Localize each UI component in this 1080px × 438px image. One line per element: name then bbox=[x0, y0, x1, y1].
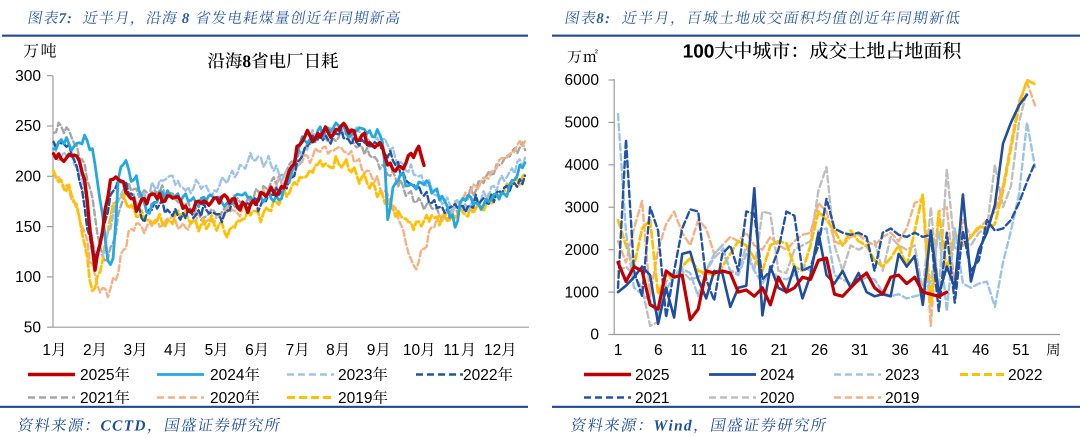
svg-text:3000: 3000 bbox=[565, 199, 600, 216]
svg-text:6000: 6000 bbox=[565, 72, 600, 89]
svg-text:2024: 2024 bbox=[210, 367, 245, 384]
svg-text:2022: 2022 bbox=[1008, 367, 1042, 384]
svg-text:46: 46 bbox=[972, 342, 989, 359]
svg-text:31: 31 bbox=[851, 342, 868, 359]
svg-text:10: 10 bbox=[403, 342, 421, 359]
svg-text:5000: 5000 bbox=[565, 115, 600, 132]
svg-text:150: 150 bbox=[15, 219, 41, 236]
svg-text:2024: 2024 bbox=[760, 367, 795, 384]
svg-text:200: 200 bbox=[15, 169, 41, 186]
svg-text:2020: 2020 bbox=[210, 390, 245, 407]
svg-text:5: 5 bbox=[205, 342, 214, 359]
svg-text:2019: 2019 bbox=[885, 390, 919, 407]
svg-text:1000: 1000 bbox=[565, 284, 600, 301]
svg-text:9: 9 bbox=[367, 342, 376, 359]
svg-text:4: 4 bbox=[164, 342, 173, 359]
svg-text:2021: 2021 bbox=[635, 390, 669, 407]
svg-text:2023: 2023 bbox=[885, 367, 919, 384]
svg-text:1: 1 bbox=[42, 342, 51, 359]
svg-text:2021: 2021 bbox=[80, 390, 114, 407]
svg-text:2020: 2020 bbox=[760, 390, 795, 407]
svg-text:2022: 2022 bbox=[463, 367, 497, 384]
svg-text:1: 1 bbox=[614, 342, 623, 359]
svg-text:6: 6 bbox=[245, 342, 254, 359]
svg-text:3: 3 bbox=[124, 342, 133, 359]
svg-text:100: 100 bbox=[15, 269, 41, 286]
svg-text:50: 50 bbox=[24, 319, 42, 336]
svg-text:7: 7 bbox=[286, 342, 295, 359]
svg-text:2019: 2019 bbox=[338, 390, 372, 407]
svg-text:0: 0 bbox=[590, 327, 599, 344]
svg-text:51: 51 bbox=[1012, 342, 1029, 359]
svg-text:41: 41 bbox=[932, 342, 949, 359]
svg-text:8: 8 bbox=[326, 342, 335, 359]
svg-text:16: 16 bbox=[730, 342, 747, 359]
svg-text:2000: 2000 bbox=[565, 242, 600, 259]
svg-text:2: 2 bbox=[83, 342, 92, 359]
svg-text:36: 36 bbox=[891, 342, 908, 359]
svg-text:6: 6 bbox=[654, 342, 663, 359]
svg-text:2023: 2023 bbox=[338, 367, 372, 384]
svg-text:2025: 2025 bbox=[635, 367, 669, 384]
svg-text:26: 26 bbox=[811, 342, 828, 359]
svg-text:300: 300 bbox=[15, 68, 41, 85]
svg-text:12: 12 bbox=[484, 342, 501, 359]
svg-text:250: 250 bbox=[15, 118, 41, 135]
svg-text:11: 11 bbox=[691, 342, 707, 359]
svg-text:2025: 2025 bbox=[80, 367, 114, 384]
svg-text:21: 21 bbox=[771, 342, 788, 359]
svg-text:4000: 4000 bbox=[565, 157, 600, 174]
svg-text:11: 11 bbox=[443, 342, 459, 359]
